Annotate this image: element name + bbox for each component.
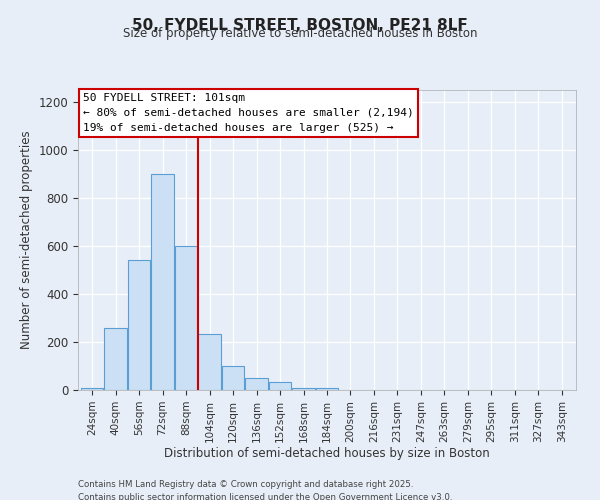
X-axis label: Distribution of semi-detached houses by size in Boston: Distribution of semi-detached houses by … [164, 448, 490, 460]
Bar [104, 328, 127, 390]
Y-axis label: Number of semi-detached properties: Number of semi-detached properties [20, 130, 33, 350]
Bar [269, 382, 291, 390]
Bar [175, 246, 197, 390]
Bar [199, 334, 221, 390]
Bar [222, 366, 244, 390]
Bar [81, 388, 103, 390]
Text: Size of property relative to semi-detached houses in Boston: Size of property relative to semi-detach… [123, 28, 477, 40]
Text: 50, FYDELL STREET, BOSTON, PE21 8LF: 50, FYDELL STREET, BOSTON, PE21 8LF [132, 18, 468, 32]
Bar [128, 260, 150, 390]
Bar [292, 388, 314, 390]
Bar [245, 378, 268, 390]
Text: Contains HM Land Registry data © Crown copyright and database right 2025.
Contai: Contains HM Land Registry data © Crown c… [78, 480, 452, 500]
Bar [151, 174, 174, 390]
Bar [316, 388, 338, 390]
Text: 50 FYDELL STREET: 101sqm
← 80% of semi-detached houses are smaller (2,194)
19% o: 50 FYDELL STREET: 101sqm ← 80% of semi-d… [83, 93, 414, 132]
